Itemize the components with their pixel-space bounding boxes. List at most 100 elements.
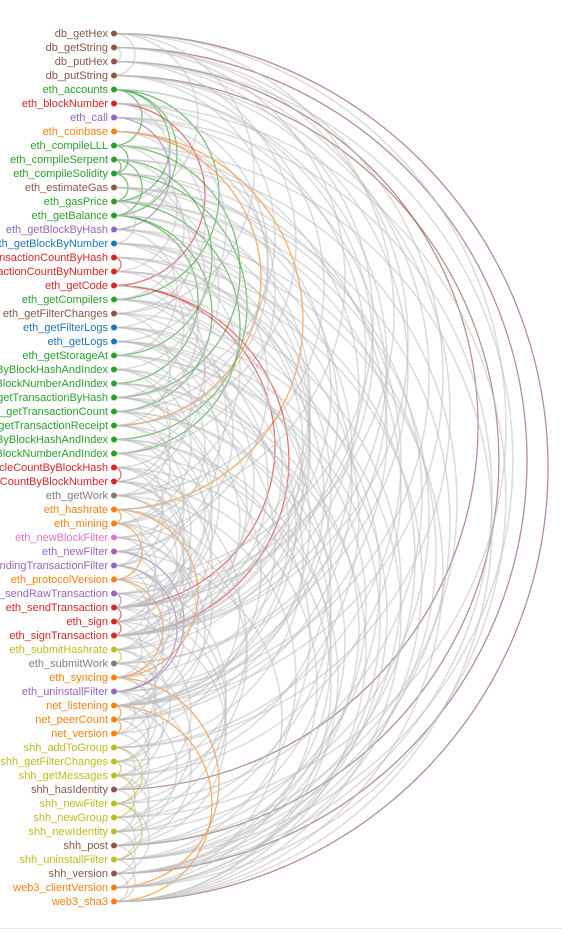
node-shh-version[interactable]: shh_version xyxy=(49,868,117,880)
arc-link xyxy=(113,200,136,245)
node-label: eth_blockNumber xyxy=(22,98,109,110)
arc-link xyxy=(113,438,185,581)
node-eth-sign[interactable]: eth_sign xyxy=(66,616,117,628)
node-dot xyxy=(111,142,117,149)
node-eth-mining[interactable]: eth_mining xyxy=(54,518,117,530)
node-web3-sha3[interactable]: web3_sha3 xyxy=(51,896,117,908)
node-eth-gettransactionbyblocknumberandindex[interactable]: eth_getTransactionByBlockNumberAndIndex xyxy=(0,378,117,390)
node-eth-syncing[interactable]: eth_syncing xyxy=(49,672,117,684)
node-eth-call[interactable]: eth_call xyxy=(70,112,117,124)
node-eth-compilelll[interactable]: eth_compileLLL xyxy=(30,140,117,152)
node-label: shh_addToGroup xyxy=(24,742,108,754)
node-shh-newidentity[interactable]: shh_newIdentity xyxy=(29,826,118,838)
node-shh-getfilterchanges[interactable]: shh_getFilterChanges xyxy=(0,756,117,768)
node-net-peercount[interactable]: net_peerCount xyxy=(35,714,117,726)
arc-link xyxy=(113,102,367,609)
node-label: eth_getBlockTransactionCountByNumber xyxy=(0,266,108,278)
node-eth-sendtransaction[interactable]: eth_sendTransaction xyxy=(6,602,117,614)
arc-link xyxy=(113,326,269,637)
node-eth-getunclebyblockhashandindex[interactable]: eth_getUncleByBlockHashAndIndex xyxy=(0,434,117,446)
node-eth-compilesolidity[interactable]: eth_compileSolidity xyxy=(13,168,117,180)
node-shh-newfilter[interactable]: shh_newFilter xyxy=(40,798,117,810)
node-dot xyxy=(111,716,117,723)
arc-link xyxy=(113,494,192,651)
arc-links xyxy=(113,32,549,903)
node-eth-newpendingtransactionfilter[interactable]: eth_newPendingTransactionFilter xyxy=(0,560,117,572)
node-eth-uninstallfilter[interactable]: eth_uninstallFilter xyxy=(22,686,117,698)
node-web3-clientversion[interactable]: web3_clientVersion xyxy=(12,882,117,894)
node-eth-getblockbyhash[interactable]: eth_getBlockByHash xyxy=(6,224,117,236)
node-shh-hasidentity[interactable]: shh_hasIdentity xyxy=(31,784,117,796)
node-db-gethex[interactable]: db_getHex xyxy=(55,28,117,40)
node-shh-post[interactable]: shh_post xyxy=(63,840,117,852)
node-label: eth_getTransactionByHash xyxy=(0,392,108,404)
node-eth-getcode[interactable]: eth_getCode xyxy=(45,280,117,292)
arc-link xyxy=(113,242,444,903)
node-eth-getblockbynumber[interactable]: eth_getBlockByNumber xyxy=(0,238,117,250)
node-shh-uninstallfilter[interactable]: shh_uninstallFilter xyxy=(19,854,117,866)
arc-link xyxy=(113,88,220,301)
node-eth-estimategas[interactable]: eth_estimateGas xyxy=(25,182,117,194)
node-shh-addtogroup[interactable]: shh_addToGroup xyxy=(24,742,117,754)
node-eth-protocolversion[interactable]: eth_protocolVersion xyxy=(11,574,117,586)
node-eth-gettransactioncount[interactable]: eth_getTransactionCount xyxy=(0,406,117,418)
node-eth-submithashrate[interactable]: eth_submitHashrate xyxy=(10,644,117,656)
arc-link xyxy=(113,88,143,147)
node-db-puthex[interactable]: db_putHex xyxy=(55,56,117,68)
node-eth-gettransactionbyhash[interactable]: eth_getTransactionByHash xyxy=(0,392,117,404)
node-eth-hashrate[interactable]: eth_hashrate xyxy=(44,504,117,516)
node-eth-getunclecountbyblockhash[interactable]: eth_getUncleCountByBlockHash xyxy=(0,462,117,474)
node-eth-newblockfilter[interactable]: eth_newBlockFilter xyxy=(15,532,117,544)
node-eth-getfilterlogs[interactable]: eth_getFilterLogs xyxy=(23,322,117,334)
arc-link xyxy=(113,634,157,721)
arc-link xyxy=(113,662,157,749)
node-eth-getstorageat[interactable]: eth_getStorageAt xyxy=(22,350,117,362)
node-eth-gettransactionbyblockhashandindex[interactable]: eth_getTransactionByBlockHashAndIndex xyxy=(0,364,117,376)
node-eth-gasprice[interactable]: eth_gasPrice xyxy=(44,196,117,208)
node-eth-getfilterchanges[interactable]: eth_getFilterChanges xyxy=(3,308,117,320)
arc-link xyxy=(113,858,136,903)
node-label: eth_getUncleByBlockNumberAndIndex xyxy=(0,448,108,460)
arc-link xyxy=(113,340,297,707)
node-eth-getblocktransactioncountbynumber[interactable]: eth_getBlockTransactionCountByNumber xyxy=(0,266,117,278)
node-eth-coinbase[interactable]: eth_coinbase xyxy=(43,126,117,138)
arc-link xyxy=(113,634,192,791)
node-eth-getcompilers[interactable]: eth_getCompilers xyxy=(22,294,117,306)
arc-link xyxy=(113,480,318,889)
arc-link xyxy=(113,354,206,539)
node-eth-blocknumber[interactable]: eth_blockNumber xyxy=(22,98,117,110)
node-label: eth_newPendingTransactionFilter xyxy=(0,560,108,572)
node-eth-getwork[interactable]: eth_getWork xyxy=(46,490,117,502)
node-dot xyxy=(111,506,117,513)
node-label: shh_newFilter xyxy=(40,798,109,810)
arc-link xyxy=(113,298,227,525)
node-eth-getunclecountbyblocknumber[interactable]: eth_getUncleCountByBlockNumber xyxy=(0,476,117,488)
node-label: shh_newGroup xyxy=(33,812,108,824)
node-eth-getunclebyblocknumberandindex[interactable]: eth_getUncleByBlockNumberAndIndex xyxy=(0,448,117,460)
arc-link xyxy=(113,116,493,875)
node-eth-sendrawtransaction[interactable]: eth_sendRawTransaction xyxy=(0,588,117,600)
node-eth-gettransactionreceipt[interactable]: eth_getTransactionReceipt xyxy=(0,420,117,432)
node-eth-accounts[interactable]: eth_accounts xyxy=(43,84,117,96)
node-eth-getlogs[interactable]: eth_getLogs xyxy=(47,336,117,348)
node-net-version[interactable]: net_version xyxy=(51,728,117,740)
node-shh-getmessages[interactable]: shh_getMessages xyxy=(19,770,117,782)
node-label: eth_submitWork xyxy=(29,658,109,670)
node-net-listening[interactable]: net_listening xyxy=(46,700,117,712)
node-label: shh_post xyxy=(63,840,108,852)
node-eth-newfilter[interactable]: eth_newFilter xyxy=(42,546,117,558)
node-eth-submitwork[interactable]: eth_submitWork xyxy=(29,658,117,670)
node-dot xyxy=(111,562,117,569)
node-eth-signtransaction[interactable]: eth_signTransaction xyxy=(9,630,117,642)
node-label: db_getString xyxy=(46,42,108,54)
node-eth-compileserpent[interactable]: eth_compileSerpent xyxy=(10,154,117,166)
node-shh-newgroup[interactable]: shh_newGroup xyxy=(33,812,117,824)
arc-link xyxy=(113,88,171,203)
node-db-putstring[interactable]: db_putString xyxy=(46,70,117,82)
node-db-getstring[interactable]: db_getString xyxy=(46,42,117,54)
node-eth-getbalance[interactable]: eth_getBalance xyxy=(32,210,117,222)
arc-link xyxy=(113,396,367,903)
arc-link xyxy=(113,256,304,637)
node-eth-getblocktransactioncountbyhash[interactable]: eth_getBlockTransactionCountByHash xyxy=(0,252,117,264)
node-dot xyxy=(111,380,117,387)
